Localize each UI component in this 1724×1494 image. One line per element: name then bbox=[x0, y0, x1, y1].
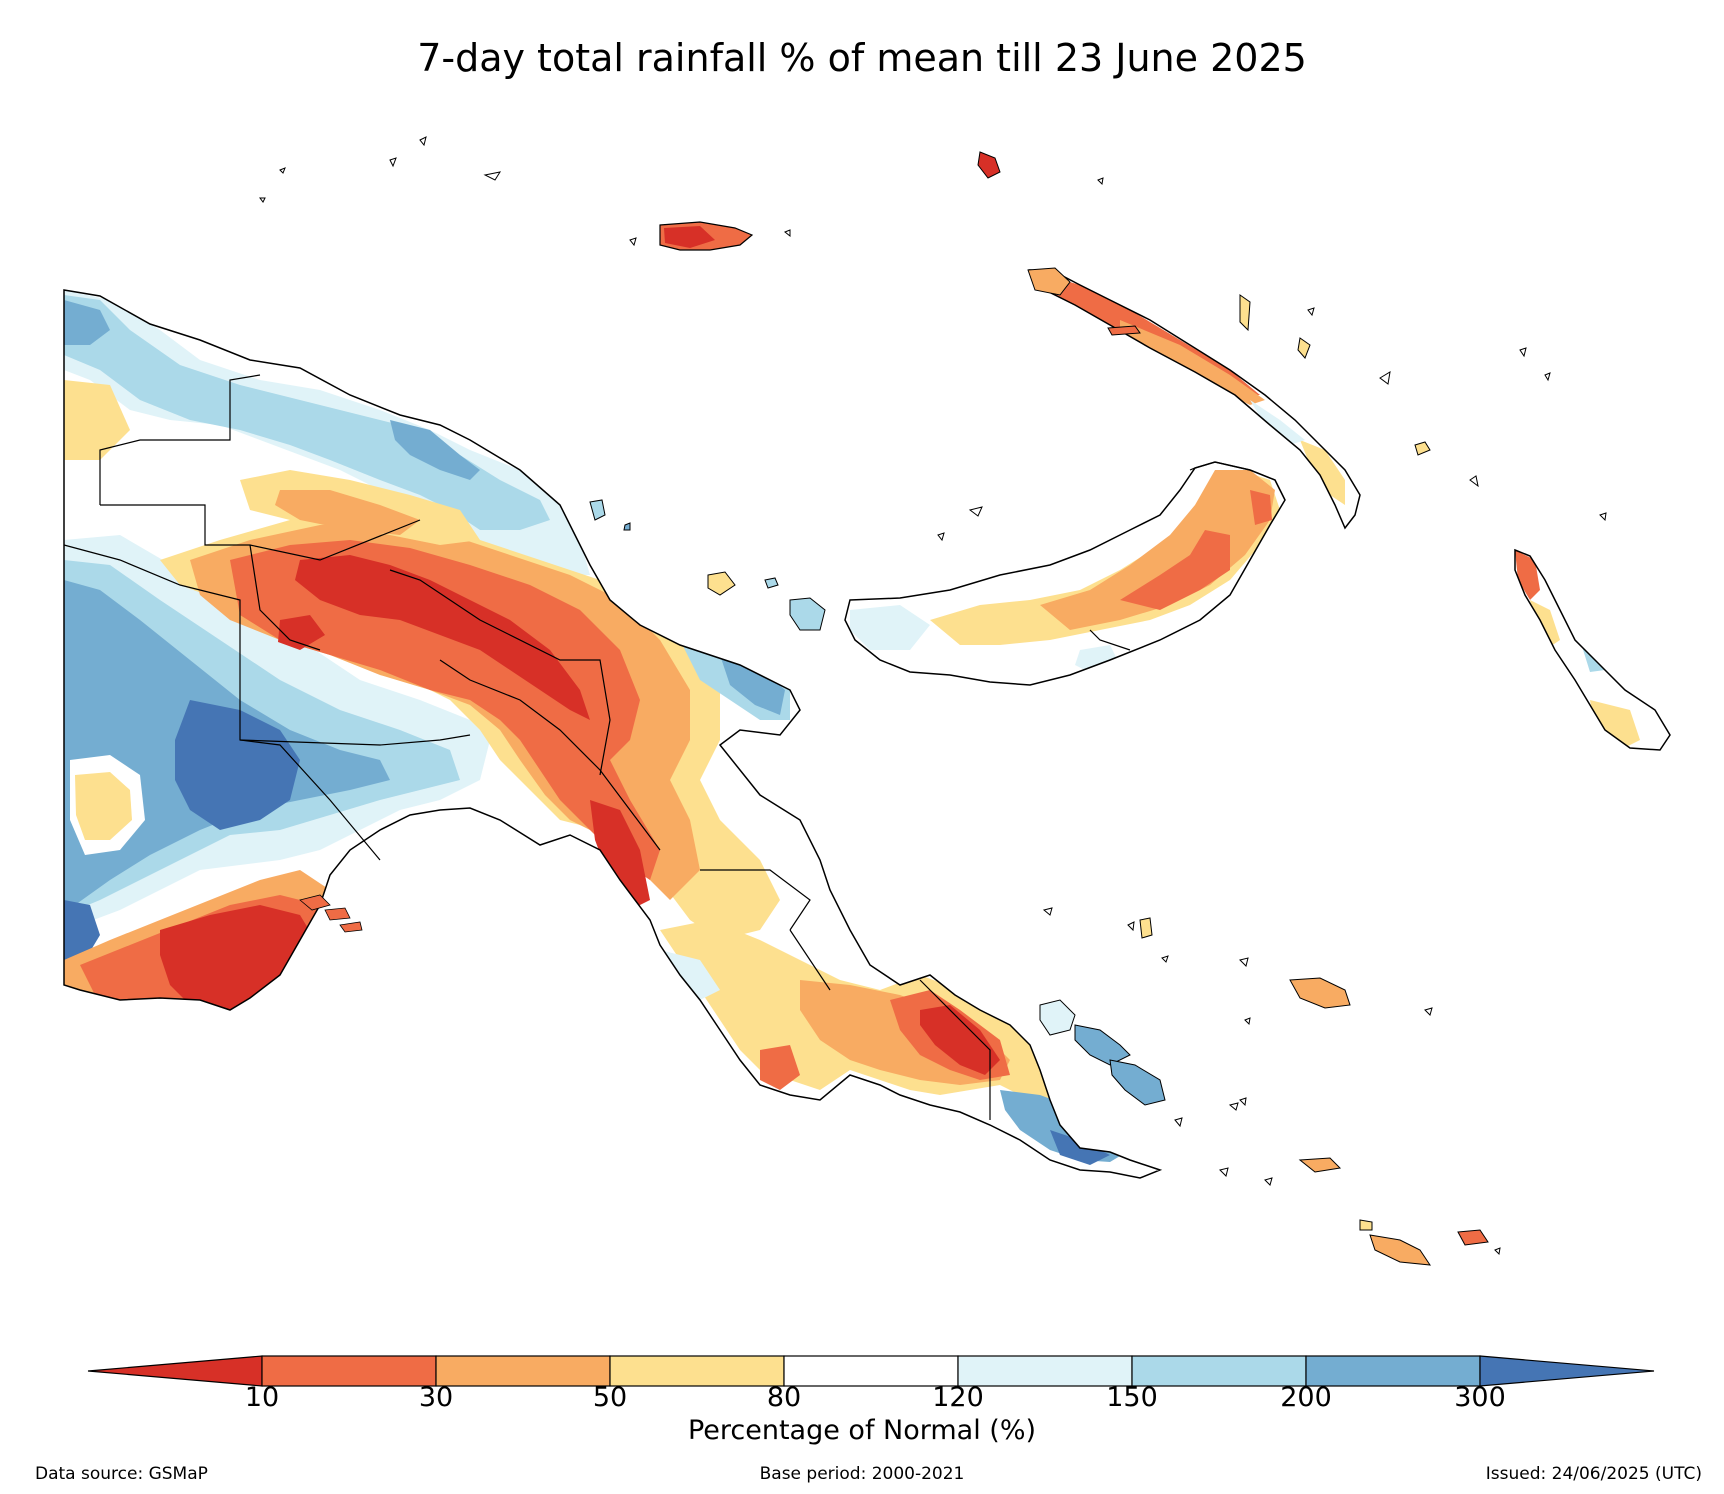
colorbar-120-150 bbox=[957, 1355, 1133, 1387]
bougainville-rainfall bbox=[1515, 550, 1670, 750]
colorbar-tick-label: 80 bbox=[766, 1382, 802, 1413]
bougainville-coastline bbox=[1514, 548, 1671, 751]
colorbar bbox=[87, 1355, 1655, 1387]
new-britain-rainfall bbox=[845, 462, 1285, 685]
colorbar-tick-label: 150 bbox=[1106, 1382, 1158, 1413]
island-fergusson bbox=[1109, 1059, 1166, 1106]
island-woodlark bbox=[1289, 977, 1351, 1009]
issued-date: Issued: 24/06/2025 (UTC) bbox=[1485, 1464, 1702, 1484]
mainland-coastline bbox=[63, 289, 1163, 1179]
base-period: Base period: 2000-2021 bbox=[759, 1464, 965, 1484]
colorbar-tick-label: 30 bbox=[418, 1382, 454, 1413]
colorbar-tick-label: 200 bbox=[1280, 1382, 1332, 1413]
colorbar-tick-label: 10 bbox=[244, 1382, 280, 1413]
colorbar-tick-label: 50 bbox=[592, 1382, 628, 1413]
colorbar-tick-label: 120 bbox=[932, 1382, 984, 1413]
colorbar-80-120 bbox=[783, 1355, 959, 1387]
data-source: Data source: GSMaP bbox=[35, 1464, 208, 1484]
island-rossel bbox=[1369, 1234, 1432, 1266]
island-mussau bbox=[1027, 267, 1071, 296]
island-goodenough bbox=[1074, 1024, 1131, 1066]
map-title: 7-day total rainfall % of mean till 23 J… bbox=[417, 36, 1307, 80]
mainland-rainfall bbox=[64, 290, 1160, 1178]
colorbar-10-30 bbox=[261, 1355, 437, 1387]
colorbar-150-200 bbox=[1131, 1355, 1307, 1387]
new-ireland-coastline bbox=[1028, 269, 1361, 530]
colorbar-30-50 bbox=[435, 1355, 611, 1387]
province-borders bbox=[63, 374, 991, 1120]
colorbar-50-80 bbox=[609, 1355, 785, 1387]
colorbar-title: Percentage of Normal (%) bbox=[687, 1415, 1037, 1446]
new-britain-coastline bbox=[844, 461, 1286, 686]
colorbar-tick-label: 300 bbox=[1454, 1382, 1506, 1413]
delta-islands bbox=[299, 894, 363, 933]
island-north bbox=[977, 151, 1001, 179]
small-islets bbox=[259, 136, 1607, 1256]
colorbar-above-300 bbox=[1479, 1355, 1655, 1387]
